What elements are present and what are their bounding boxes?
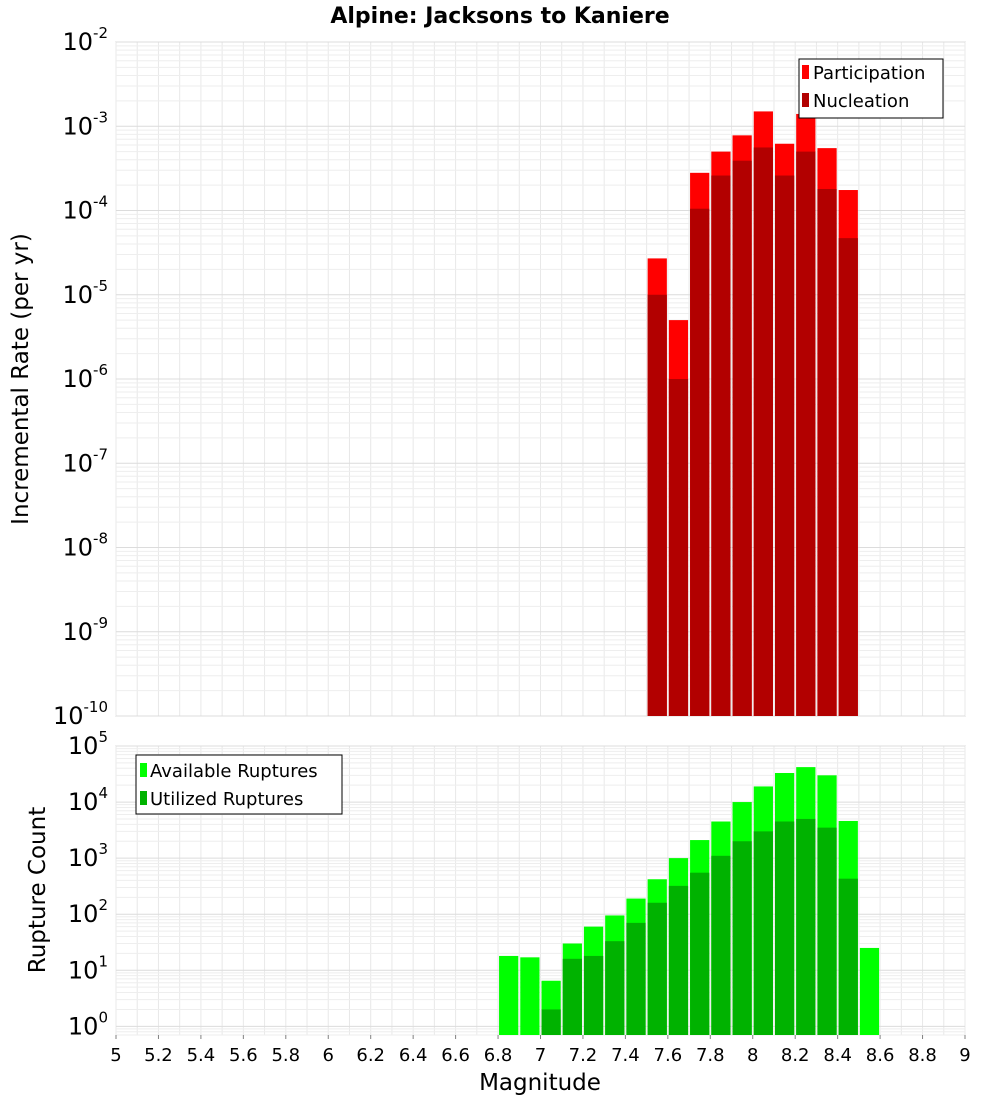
y-tick-label: 101 — [68, 952, 108, 984]
legend-swatch-participation — [802, 65, 809, 79]
legend-label-participation: Participation — [813, 63, 925, 84]
count-bar-b — [838, 878, 858, 1035]
legend-swatch-available — [140, 763, 147, 777]
count-bar-a — [520, 957, 540, 1035]
y-tick-label: 104 — [68, 784, 108, 816]
top-legend-box — [798, 58, 944, 119]
x-tick-label: 5 — [110, 1045, 121, 1066]
count-bar-b — [626, 922, 646, 1035]
rate-bar-b — [732, 160, 752, 716]
count-bar-b — [562, 958, 582, 1035]
x-axis-label: Magnitude — [479, 1070, 601, 1096]
x-tick-label: 8.6 — [866, 1045, 895, 1066]
bottom-y-tick-labels: 100 101 102 103 104 105 — [68, 728, 108, 1040]
top-panel: 10-10 10-9 10-8 10-7 10-6 10-5 10-4 10-3 10-2 In… — [8, 24, 966, 730]
x-tick-label: 6.4 — [399, 1045, 428, 1066]
y-tick-label: 10-7 — [62, 445, 108, 477]
count-bar-b — [817, 827, 837, 1035]
x-tick-label: 7.4 — [611, 1045, 640, 1066]
count-bar-b — [796, 818, 816, 1035]
rate-bar-b — [817, 188, 837, 716]
count-bar-a — [859, 947, 880, 1035]
x-tick-label: 7.8 — [696, 1045, 725, 1066]
bottom-y-axis-label: Rupture Count — [25, 807, 51, 973]
rate-bar-b — [711, 175, 731, 716]
rate-bar-b — [838, 238, 858, 716]
x-tick-labels: 5 5.2 5.4 5.6 5.8 6 6.2 6.4 6.6 6.8 7 7.2 7.4 7.6 7.8 8… — [110, 1035, 971, 1066]
bottom-bars — [499, 767, 880, 1035]
count-bar-b — [647, 902, 667, 1035]
top-gridlines — [115, 41, 966, 717]
y-tick-label: 105 — [68, 728, 108, 760]
top-bars — [647, 111, 858, 717]
x-tick-label: 8.2 — [781, 1045, 810, 1066]
legend-swatch-nucleation — [802, 93, 809, 107]
rate-bar-b — [774, 175, 795, 716]
x-tick-label: 5.8 — [271, 1045, 300, 1066]
rate-bar-b — [647, 294, 667, 716]
x-tick-label: 6.6 — [441, 1045, 470, 1066]
y-tick-label: 10-6 — [62, 361, 108, 393]
rate-bar-b — [690, 208, 710, 717]
x-tick-label: 8.8 — [908, 1045, 937, 1066]
rate-bar-b — [753, 147, 773, 717]
y-tick-label: 102 — [68, 896, 108, 928]
bottom-legend: Available Ruptures Utilized Ruptures — [135, 754, 343, 815]
x-tick-label: 6.2 — [356, 1045, 385, 1066]
count-bar-b — [583, 955, 604, 1035]
x-tick-label: 6.8 — [484, 1045, 513, 1066]
count-bar-b — [605, 941, 625, 1035]
x-tick-label: 8 — [747, 1045, 758, 1066]
legend-swatch-utilized — [140, 791, 147, 805]
x-tick-label: 5.4 — [187, 1045, 216, 1066]
bottom-panel: 100 101 102 103 104 105 5 5.2 5.4 5.6 5.8 6 6.2 6.4 6… — [25, 728, 971, 1096]
y-tick-label: 10-4 — [62, 193, 108, 225]
top-y-tick-labels: 10-10 10-9 10-8 10-7 10-6 10-5 10-4 10-3 10-2 — [53, 24, 108, 730]
y-tick-label: 10-10 — [53, 698, 108, 730]
x-tick-label: 6 — [323, 1045, 334, 1066]
y-tick-label: 100 — [68, 1008, 108, 1040]
y-tick-label: 10-8 — [62, 530, 108, 562]
x-tick-label: 7 — [535, 1045, 546, 1066]
x-tick-label: 5.2 — [144, 1045, 173, 1066]
y-tick-label: 10-5 — [62, 277, 108, 309]
x-tick-label: 5.6 — [229, 1045, 258, 1066]
x-tick-label: 9 — [959, 1045, 970, 1066]
count-bar-b — [668, 885, 689, 1035]
x-tick-label: 7.6 — [654, 1045, 683, 1066]
count-bar-b — [753, 831, 773, 1035]
bottom-legend-box — [135, 754, 343, 815]
legend-label-available: Available Ruptures — [150, 761, 318, 782]
chart-title: Alpine: Jacksons to Kaniere — [330, 4, 669, 29]
count-bar-b — [732, 841, 752, 1035]
y-tick-label: 10-9 — [62, 614, 108, 646]
count-bar-a — [499, 955, 519, 1035]
count-bar-b — [711, 855, 731, 1035]
x-tick-label: 8.4 — [823, 1045, 852, 1066]
top-legend: Participation Nucleation — [798, 58, 944, 119]
legend-label-utilized: Utilized Ruptures — [150, 789, 303, 810]
y-tick-label: 103 — [68, 840, 108, 872]
count-bar-b — [541, 1009, 561, 1035]
legend-label-nucleation: Nucleation — [813, 91, 909, 112]
y-tick-label: 10-3 — [62, 108, 108, 140]
rate-bar-b — [796, 151, 816, 717]
x-tick-label: 7.2 — [569, 1045, 598, 1066]
top-y-axis-label: Incremental Rate (per yr) — [8, 233, 34, 525]
y-tick-label: 10-2 — [62, 24, 108, 56]
count-bar-b — [690, 872, 710, 1035]
rate-bar-b — [668, 379, 689, 716]
count-bar-b — [774, 821, 795, 1035]
